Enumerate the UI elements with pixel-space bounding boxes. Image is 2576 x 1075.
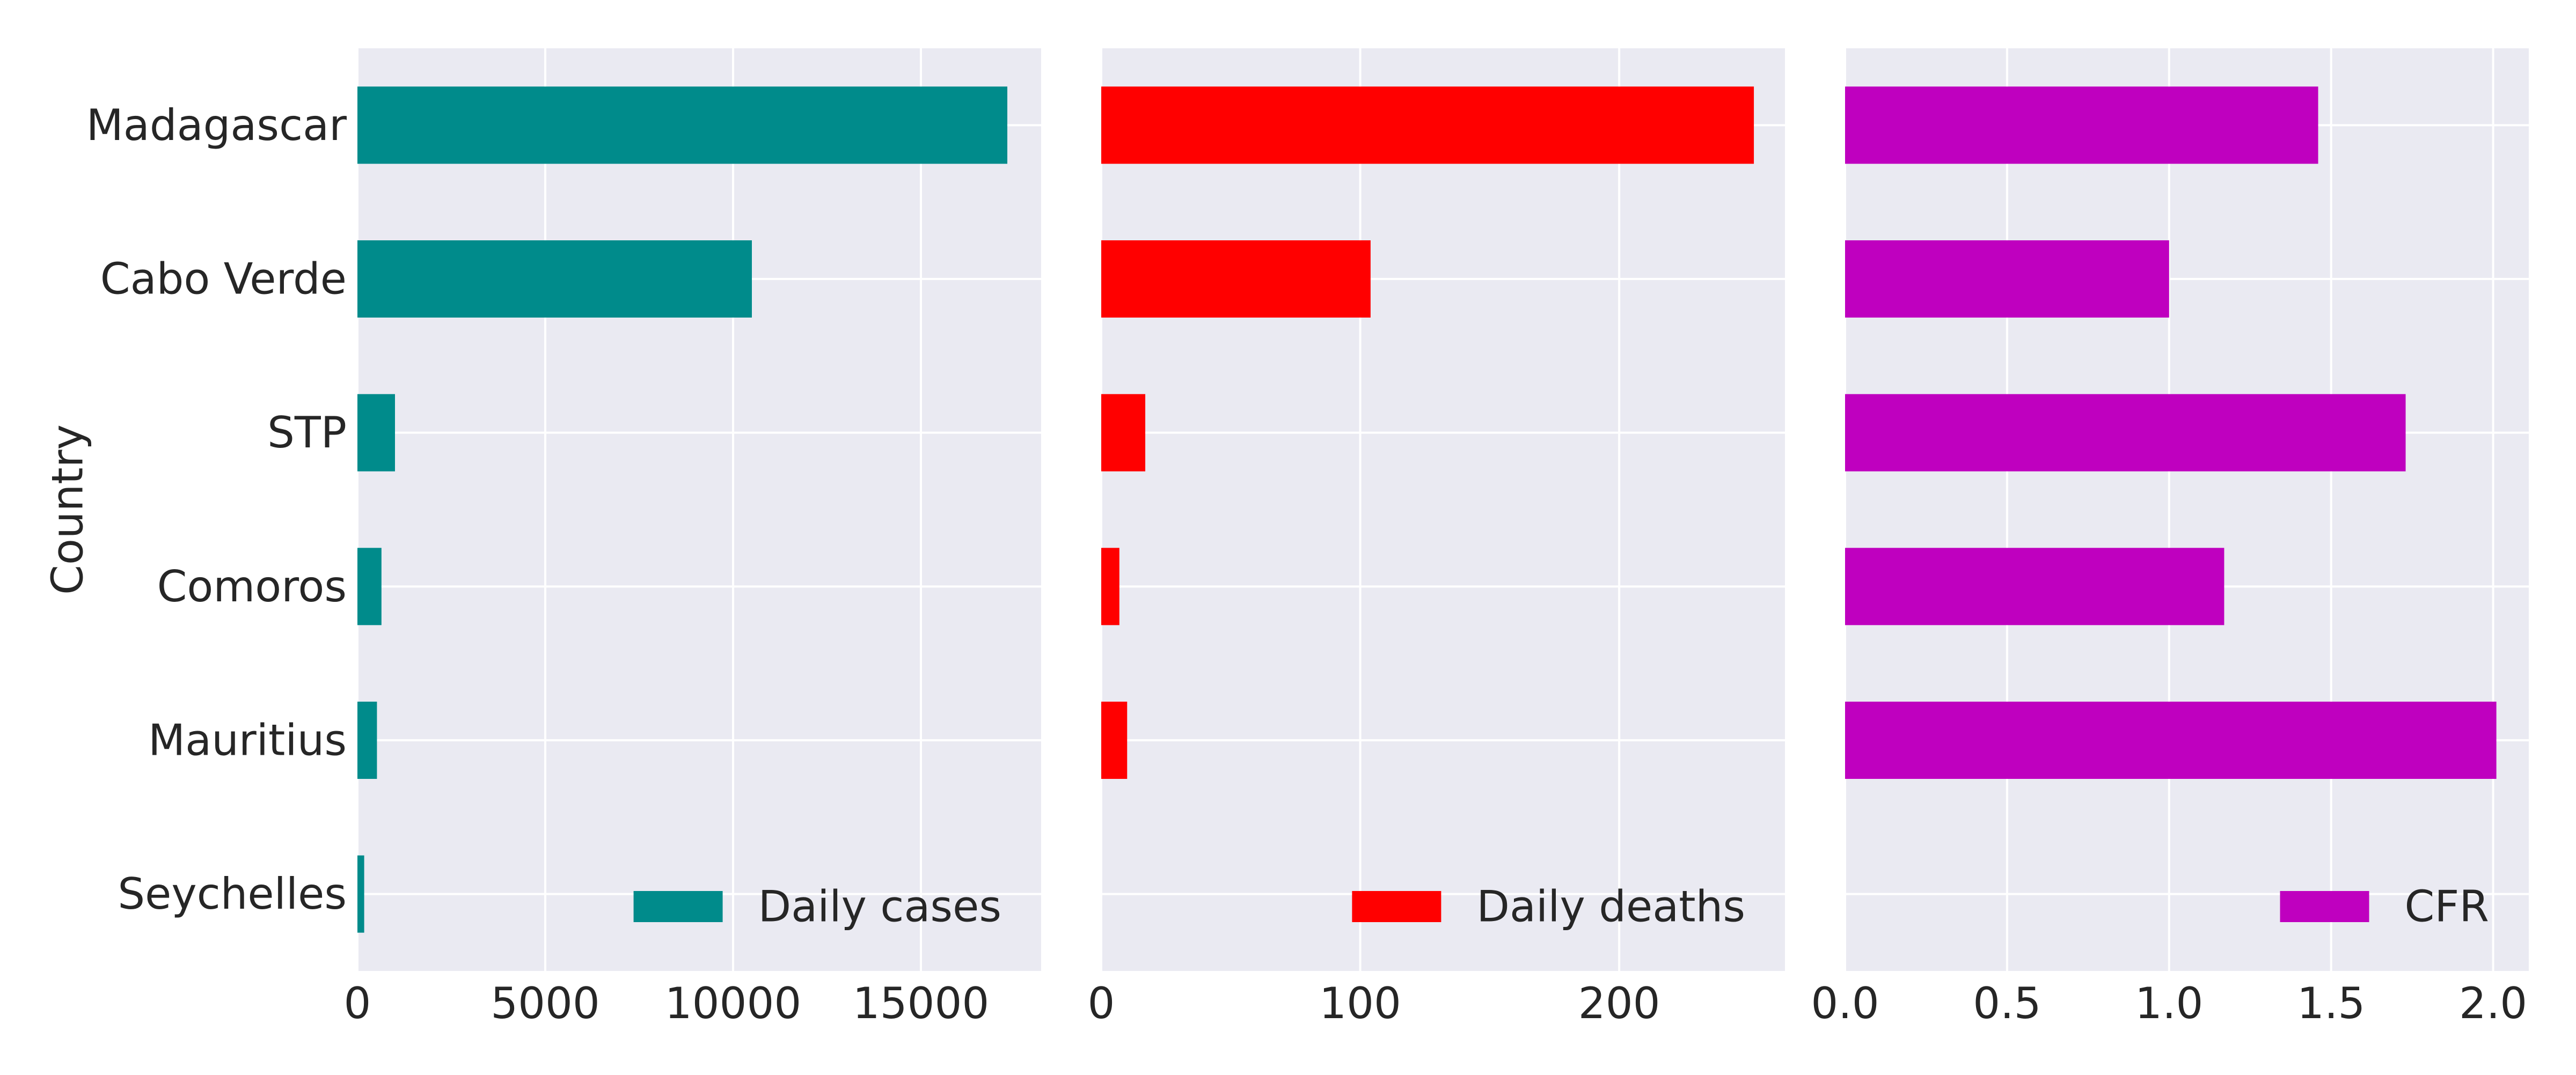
x-tick-label: 0 [1088, 978, 1115, 1028]
x-tick-label: 10000 [665, 978, 802, 1028]
bar-mauritius [1845, 702, 2497, 779]
bar-mauritius [1101, 702, 1128, 779]
bar-stp [1845, 394, 2406, 472]
y-axis-label: Country [43, 424, 93, 595]
x-tick-label: 0.5 [1973, 978, 2041, 1028]
x-tick-label: 0.0 [1811, 978, 1879, 1028]
legend-swatch [2280, 891, 2369, 922]
x-tick-label: 1.0 [2135, 978, 2203, 1028]
y-tick-label: Comoros [157, 562, 347, 612]
y-tick-label: Cabo Verde [100, 254, 347, 304]
bar-comoros [1845, 548, 2224, 625]
bar-madagascar [1845, 86, 2318, 164]
bar-stp [357, 394, 395, 472]
plot-area-1 [357, 48, 1041, 971]
bar-cabo-verde [1845, 240, 2169, 318]
plot-area-2 [1101, 48, 1785, 971]
legend-label: Daily cases [758, 882, 1001, 932]
bar-stp [1101, 394, 1146, 472]
x-tick-label: 1.5 [2297, 978, 2365, 1028]
legend-swatch [1352, 891, 1441, 922]
legend-label: Daily deaths [1476, 882, 1745, 932]
x-tick-label: 0 [344, 978, 371, 1028]
legend-swatch [633, 891, 723, 922]
bar-madagascar [1101, 86, 1754, 164]
plot-area-3 [1845, 48, 2529, 971]
bar-cabo-verde [1101, 240, 1371, 318]
x-tick-label: 15000 [853, 978, 990, 1028]
bar-comoros [1101, 548, 1119, 625]
y-tick-label: Madagascar [86, 100, 347, 150]
x-tick-label: 200 [1578, 978, 1660, 1028]
legend-label: CFR [2405, 882, 2489, 932]
y-tick-label: Mauritius [148, 716, 347, 765]
x-tick-label: 100 [1319, 978, 1401, 1028]
y-tick-label: Seychelles [118, 869, 347, 919]
y-tick-label: STP [267, 408, 347, 458]
x-tick-label: 5000 [491, 978, 600, 1028]
bar-seychelles [357, 855, 364, 933]
bar-madagascar [357, 86, 1007, 164]
x-tick-label: 2.0 [2459, 978, 2527, 1028]
bar-mauritius [357, 702, 377, 779]
bar-comoros [357, 548, 382, 625]
bar-cabo-verde [357, 240, 752, 318]
